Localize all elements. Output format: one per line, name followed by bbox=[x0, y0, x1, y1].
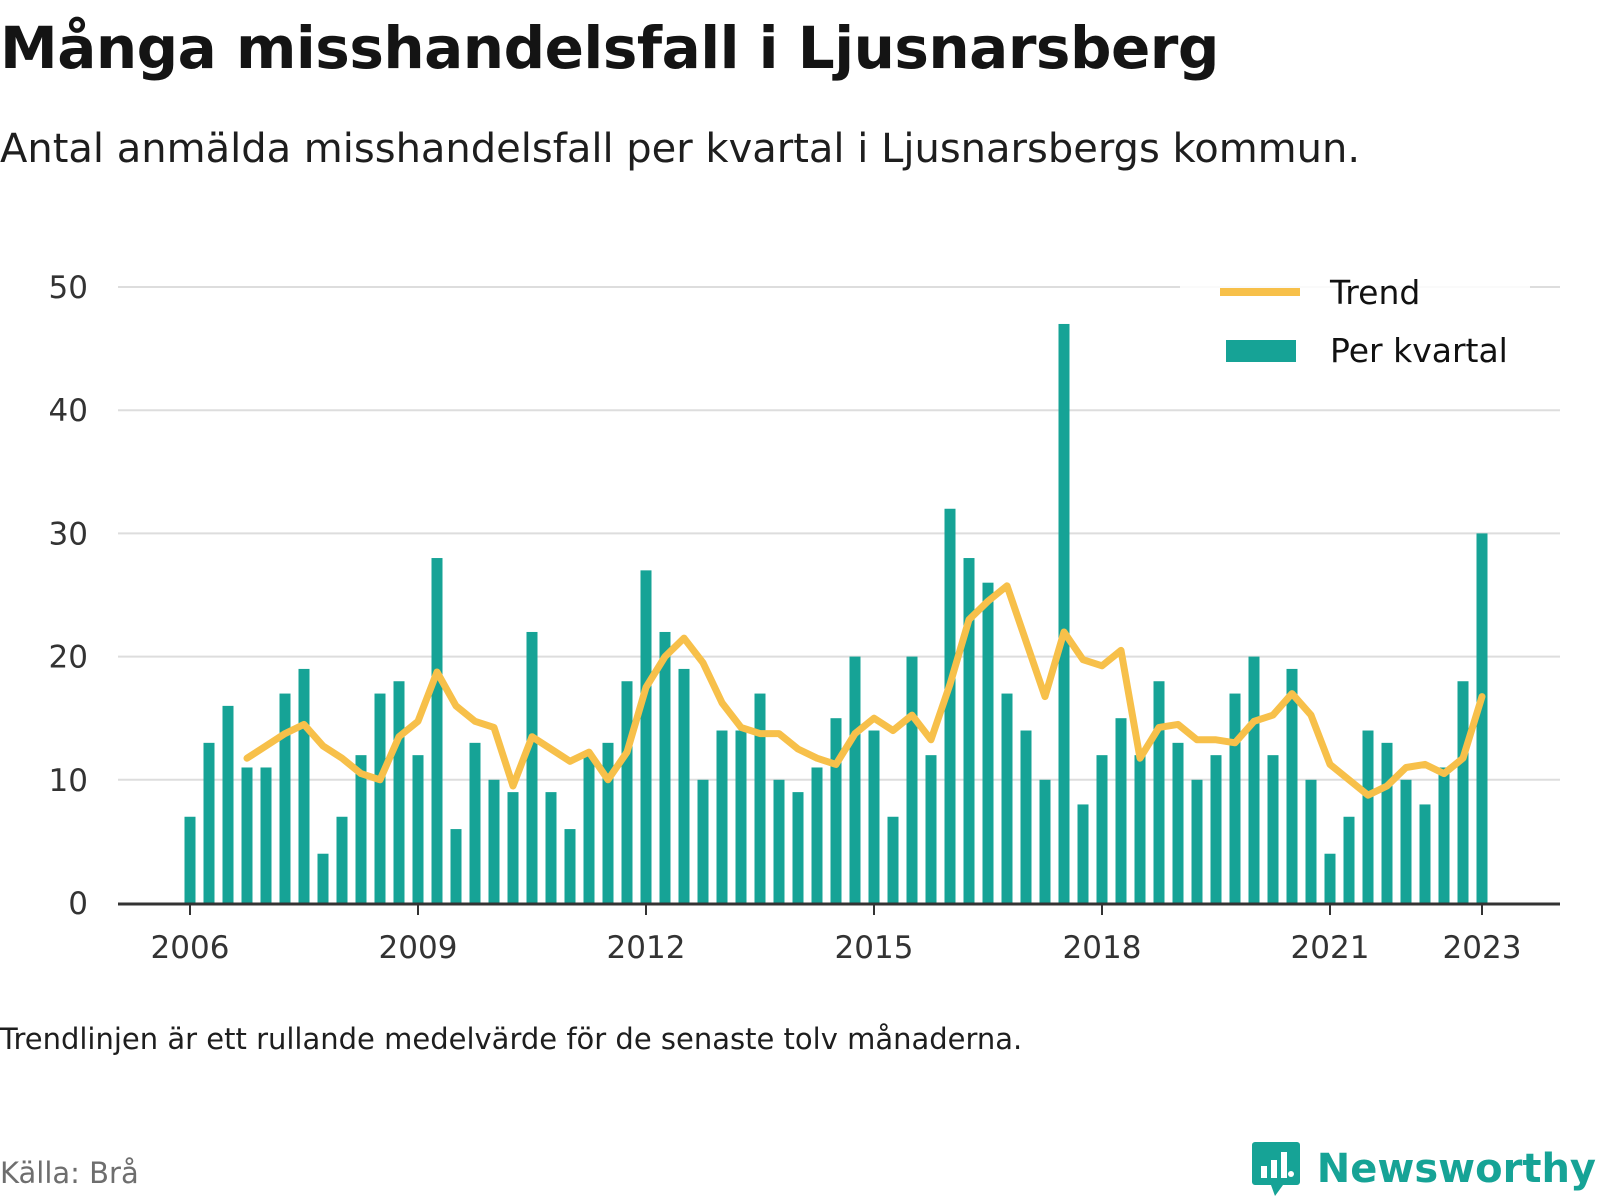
bar bbox=[1438, 767, 1450, 903]
legend: Trend Per kvartal bbox=[1180, 273, 1530, 384]
bar bbox=[545, 792, 557, 903]
grid-lines bbox=[118, 286, 1560, 781]
bar bbox=[260, 767, 272, 903]
bar bbox=[1248, 656, 1260, 903]
bar bbox=[336, 816, 348, 903]
bar bbox=[507, 792, 519, 903]
bar bbox=[374, 693, 386, 903]
y-tick-label: 30 bbox=[49, 516, 88, 552]
bar bbox=[659, 631, 671, 903]
bar bbox=[1020, 730, 1032, 903]
source-label: Källa: Brå bbox=[0, 1156, 139, 1190]
bar bbox=[792, 792, 804, 903]
trend-series bbox=[243, 582, 1486, 799]
bar bbox=[887, 816, 899, 903]
x-tick-label: 2023 bbox=[1443, 930, 1522, 966]
bar bbox=[1210, 755, 1222, 903]
bar bbox=[1153, 681, 1165, 903]
bar bbox=[1058, 323, 1070, 904]
axes: 0 10 20 30 40 50 2006 2009 2012 2015 2018 2021 2023 bbox=[49, 270, 1560, 966]
bar bbox=[697, 779, 709, 903]
newsworthy-logo-icon bbox=[1251, 1142, 1300, 1196]
bar bbox=[241, 767, 253, 903]
y-tick-label: 50 bbox=[49, 270, 88, 306]
bar bbox=[1324, 853, 1336, 903]
x-tick-label: 2006 bbox=[151, 930, 230, 966]
legend-bar-swatch bbox=[1226, 340, 1296, 362]
brand-name: Newsworthy bbox=[1316, 1146, 1596, 1192]
y-tick-label: 20 bbox=[49, 640, 88, 676]
bar bbox=[583, 755, 595, 903]
bar bbox=[431, 558, 443, 903]
bar bbox=[906, 656, 918, 903]
bar bbox=[678, 668, 690, 903]
bar bbox=[754, 693, 766, 903]
bar bbox=[1039, 779, 1051, 903]
bar bbox=[944, 508, 956, 903]
bar bbox=[393, 681, 405, 903]
chart-title: Många misshandelsfall i Ljusnarsberg bbox=[0, 14, 1219, 82]
bar bbox=[602, 742, 614, 903]
bar bbox=[1077, 804, 1089, 903]
bar bbox=[1191, 779, 1203, 903]
x-tick-label: 2012 bbox=[607, 930, 686, 966]
bar bbox=[925, 755, 937, 903]
bar bbox=[1476, 533, 1488, 903]
bar bbox=[1096, 755, 1108, 903]
bar bbox=[1286, 668, 1298, 903]
bar bbox=[564, 829, 576, 903]
bar bbox=[1115, 718, 1127, 903]
bar bbox=[1267, 755, 1279, 903]
bar bbox=[735, 730, 747, 903]
bar bbox=[526, 631, 538, 903]
x-tick-label: 2021 bbox=[1291, 930, 1370, 966]
bar bbox=[355, 755, 367, 903]
bar bbox=[640, 570, 652, 903]
bar bbox=[1134, 755, 1146, 903]
chart-subtitle: Antal anmälda misshandelsfall per kvarta… bbox=[0, 126, 1361, 172]
bar bbox=[1343, 816, 1355, 903]
bar bbox=[1457, 681, 1469, 903]
bar bbox=[773, 779, 785, 903]
bar bbox=[450, 829, 462, 903]
bar bbox=[469, 742, 481, 903]
chart-note: Trendlinjen är ett rullande medelvärde f… bbox=[0, 1022, 1023, 1056]
bar bbox=[716, 730, 728, 903]
bar bbox=[184, 816, 196, 903]
bar bbox=[1400, 779, 1412, 903]
x-tick-label: 2018 bbox=[1063, 930, 1142, 966]
y-tick-label: 0 bbox=[68, 886, 88, 922]
bar bbox=[621, 681, 633, 903]
x-tick-label: 2015 bbox=[835, 930, 914, 966]
bar bbox=[849, 656, 861, 903]
bar bbox=[830, 718, 842, 903]
y-tick-label: 40 bbox=[49, 393, 88, 429]
bar bbox=[488, 779, 500, 903]
legend-trend-label: Trend bbox=[1329, 273, 1420, 312]
trend-line bbox=[243, 582, 1486, 799]
bar bbox=[963, 558, 975, 903]
legend-bar-label: Per kvartal bbox=[1330, 331, 1508, 370]
y-tick-label: 10 bbox=[49, 763, 88, 799]
brand: Newsworthy bbox=[1251, 1140, 1596, 1198]
x-tick-label: 2009 bbox=[379, 930, 458, 966]
bar bbox=[412, 755, 424, 903]
bar bbox=[1381, 742, 1393, 903]
bar bbox=[222, 705, 234, 903]
bar bbox=[317, 853, 329, 903]
bar bbox=[298, 668, 310, 903]
bar bbox=[1419, 804, 1431, 903]
bar bbox=[1001, 693, 1013, 903]
bar bbox=[1229, 693, 1241, 903]
bar bbox=[1305, 779, 1317, 903]
bar bbox=[1362, 730, 1374, 903]
bar-series bbox=[184, 323, 1488, 904]
bar bbox=[982, 582, 994, 903]
bar bbox=[203, 742, 215, 903]
bar bbox=[279, 693, 291, 903]
bar bbox=[811, 767, 823, 903]
bar bbox=[868, 730, 880, 903]
bar bbox=[1172, 742, 1184, 903]
